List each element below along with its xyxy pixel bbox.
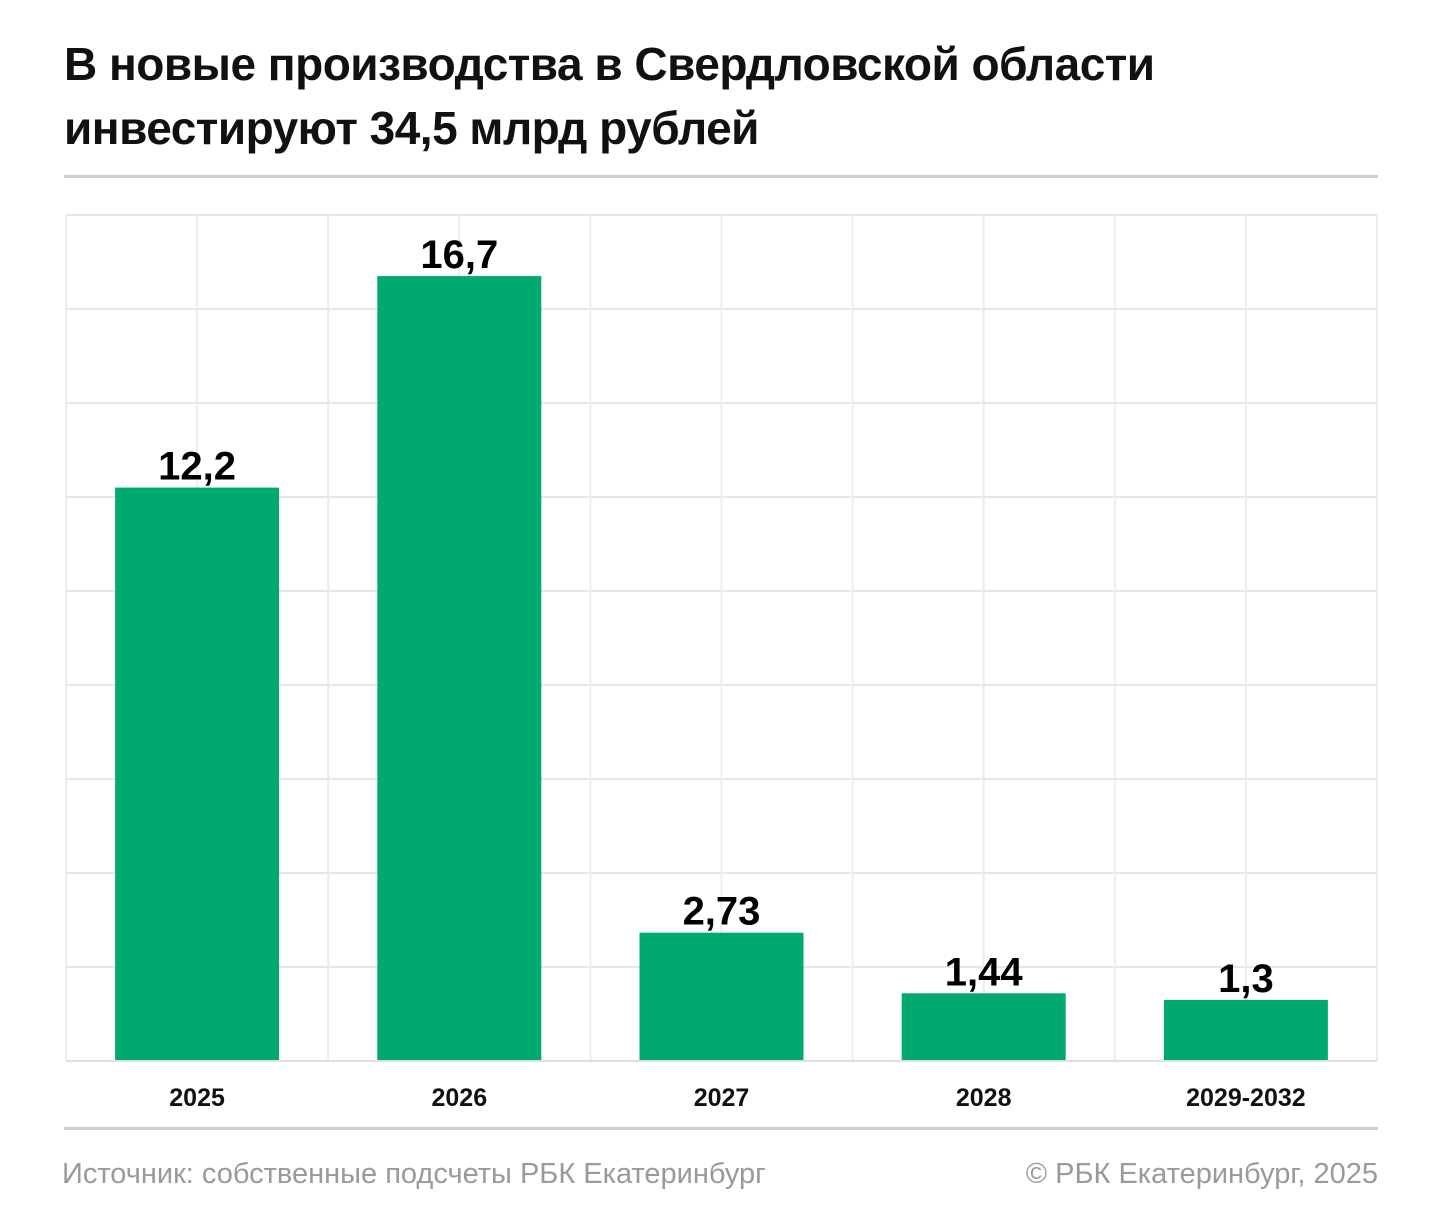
data-label: 1,3 bbox=[1218, 957, 1274, 1001]
copyright: © РБК Екатеринбург, 2025 bbox=[1025, 1158, 1378, 1190]
x-tick-label: 2028 bbox=[956, 1084, 1012, 1112]
x-tick-label: 2027 bbox=[694, 1084, 750, 1112]
data-label: 2,73 bbox=[683, 890, 761, 934]
bar-2028 bbox=[901, 993, 1066, 1061]
x-tick-label: 2029-2032 bbox=[1186, 1084, 1306, 1112]
chart-title: В новые производства в Свердловской обла… bbox=[64, 38, 1155, 154]
bar-2027 bbox=[639, 932, 804, 1061]
bottom-divider bbox=[64, 1127, 1378, 1130]
top-divider bbox=[64, 175, 1378, 178]
x-tick-label: 2026 bbox=[431, 1084, 487, 1112]
bar-2029-2032 bbox=[1163, 999, 1328, 1061]
bar-2025 bbox=[115, 487, 280, 1062]
data-label: 12,2 bbox=[158, 445, 236, 489]
data-label: 16,7 bbox=[420, 233, 498, 277]
bar-2026 bbox=[377, 276, 542, 1062]
data-label: 1,44 bbox=[945, 950, 1024, 994]
x-tick-label: 2025 bbox=[169, 1084, 225, 1112]
source-note: Источник: собственные подсчеты РБК Екате… bbox=[62, 1158, 766, 1190]
